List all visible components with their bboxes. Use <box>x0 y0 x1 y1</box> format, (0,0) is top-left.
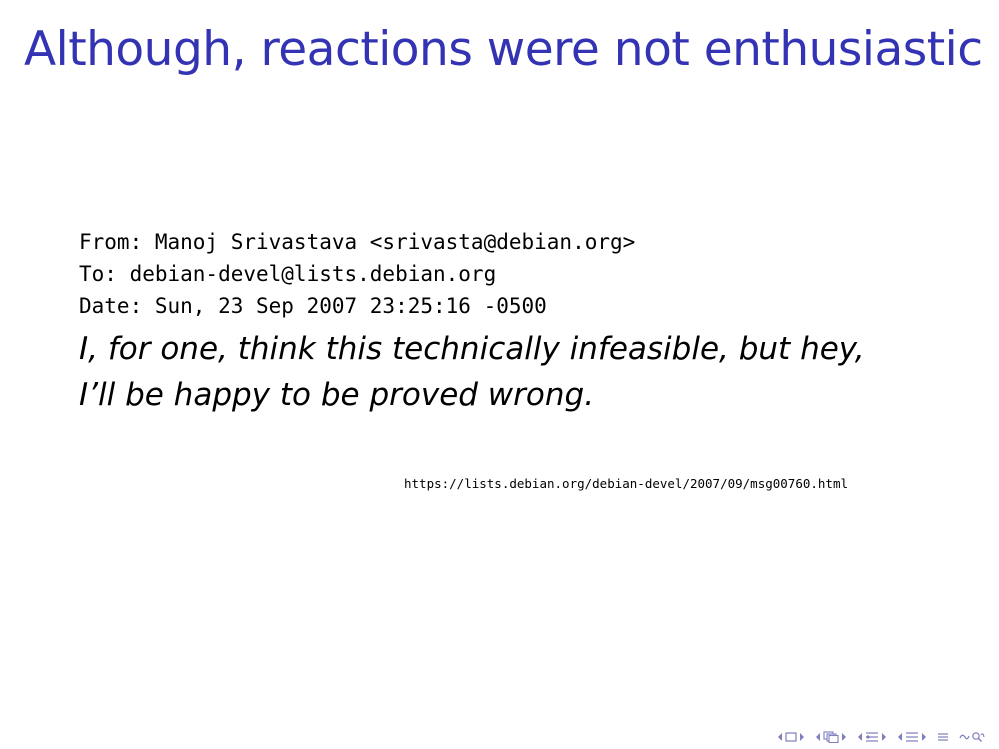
email-from: From: Manoj Srivastava <srivasta@debian.… <box>79 230 636 254</box>
nav-slide-group <box>777 732 805 742</box>
arrow-left-icon[interactable] <box>777 732 783 742</box>
quote-line-2: I’ll be happy to be proved wrong. <box>79 377 595 413</box>
arrow-right-icon[interactable] <box>881 732 887 742</box>
email-date: Date: Sun, 23 Sep 2007 23:25:16 -0500 <box>79 294 547 318</box>
quote-line-1: I, for one, think this technically infea… <box>79 331 865 367</box>
arrow-left-icon[interactable] <box>857 732 863 742</box>
slide-title: Although, reactions were not enthusiasti… <box>24 22 983 77</box>
frame-icon[interactable] <box>823 731 839 743</box>
nav-section-group <box>897 731 927 743</box>
search-icon[interactable] <box>959 731 985 743</box>
source-url[interactable]: https://lists.debian.org/debian-devel/20… <box>404 476 849 491</box>
slide-icon[interactable] <box>785 732 797 742</box>
section-icon[interactable] <box>905 731 919 743</box>
arrow-right-icon[interactable] <box>799 732 805 742</box>
email-to: To: debian-devel@lists.debian.org <box>79 262 497 286</box>
beamer-navigation-bar <box>777 731 985 743</box>
nav-frame-group <box>815 731 847 743</box>
arrow-right-icon[interactable] <box>841 732 847 742</box>
email-excerpt: From: Manoj Srivastava <srivasta@debian.… <box>79 226 865 418</box>
subsection-icon[interactable] <box>865 731 879 743</box>
align-icon[interactable] <box>937 731 949 743</box>
nav-subsection-group <box>857 731 887 743</box>
arrow-left-icon[interactable] <box>815 732 821 742</box>
arrow-right-icon[interactable] <box>921 732 927 742</box>
arrow-left-icon[interactable] <box>897 732 903 742</box>
email-quote: I, for one, think this technically infea… <box>79 326 865 418</box>
